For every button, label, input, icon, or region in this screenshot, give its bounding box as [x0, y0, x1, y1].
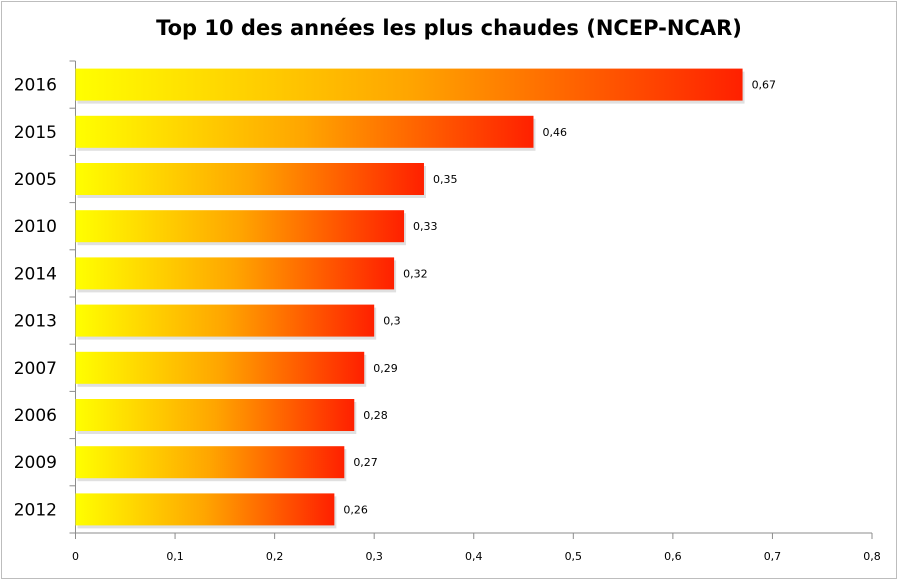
category-label: 2010	[14, 217, 57, 237]
data-label: 0,35	[433, 173, 458, 186]
x-tick-label: 0,5	[565, 550, 583, 563]
data-label: 0,26	[343, 503, 368, 516]
chart-title: Top 10 des années les plus chaudes (NCEP…	[156, 16, 742, 40]
bar-2012	[75, 493, 335, 526]
data-label: 0,32	[403, 267, 428, 280]
category-label: 2012	[14, 500, 57, 520]
bar-2005	[75, 163, 424, 195]
data-label: 0,28	[363, 409, 388, 422]
x-tick-label: 0,3	[365, 550, 383, 563]
x-tick-label: 0,6	[664, 550, 682, 563]
bar-2009	[75, 446, 345, 479]
bar-2006	[75, 399, 355, 431]
bar-2007	[75, 351, 365, 384]
data-label: 0,46	[542, 126, 567, 139]
bar-2016	[75, 68, 743, 101]
x-tick-label: 0,2	[266, 550, 284, 563]
data-label: 0,33	[413, 220, 438, 233]
x-tick-label: 0,7	[764, 550, 782, 563]
x-tick-label: 0	[72, 550, 79, 563]
data-label: 0,3	[383, 315, 401, 328]
data-label: 0,67	[752, 79, 777, 92]
data-label: 0,27	[353, 456, 378, 469]
data-label: 0,29	[373, 362, 398, 375]
category-label: 2015	[14, 123, 57, 143]
bar-2010	[75, 210, 405, 243]
category-label: 2007	[14, 359, 57, 379]
category-label: 2013	[14, 312, 57, 332]
x-tick-label: 0,1	[166, 550, 184, 563]
x-tick-label: 0,4	[465, 550, 483, 563]
category-label: 2016	[14, 76, 57, 96]
bar-2014	[75, 257, 395, 290]
category-label: 2006	[14, 406, 57, 426]
bar-2015	[75, 115, 534, 148]
category-label: 2014	[14, 264, 57, 284]
category-label: 2005	[14, 170, 57, 190]
bar-2013	[75, 304, 375, 337]
x-tick-label: 0,8	[863, 550, 881, 563]
category-label: 2009	[14, 453, 57, 473]
